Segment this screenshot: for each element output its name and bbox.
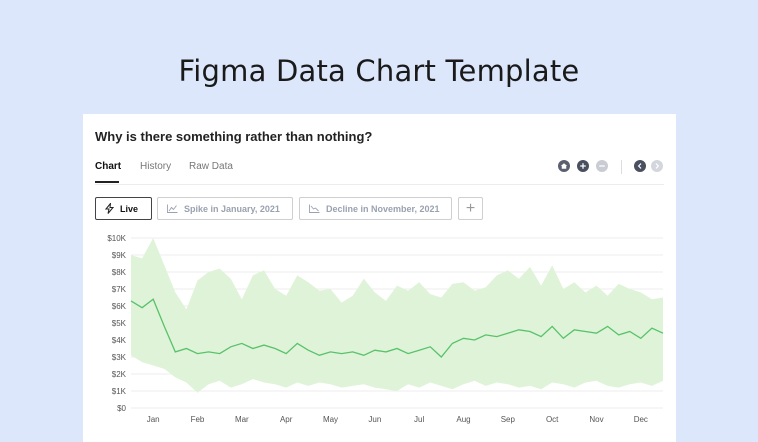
- tab-history[interactable]: History: [140, 161, 172, 172]
- x-tick-label: Apr: [280, 415, 293, 424]
- decline-chart-icon: [309, 204, 320, 213]
- tab-divider: [95, 184, 664, 185]
- chevron-right-icon[interactable]: [651, 160, 663, 172]
- y-tick-label: $6K: [112, 302, 127, 311]
- line-chart-icon: [167, 204, 178, 213]
- decline-filter-button[interactable]: Decline in November, 2021: [299, 197, 452, 220]
- chart-card: Why is there something rather than nothi…: [83, 114, 676, 442]
- x-tick-label: Jun: [368, 415, 381, 424]
- active-tab-indicator: [95, 181, 119, 183]
- chevron-left-icon[interactable]: [634, 160, 646, 172]
- x-tick-label: Jul: [414, 415, 424, 424]
- y-tick-label: $10K: [107, 234, 126, 243]
- home-icon[interactable]: [558, 160, 570, 172]
- x-tick-label: May: [323, 415, 338, 424]
- x-tick-label: Aug: [456, 415, 470, 424]
- confidence-band-area: [131, 238, 663, 393]
- y-tick-label: $1K: [112, 387, 127, 396]
- x-tick-label: Nov: [589, 415, 603, 424]
- area-chart: $10K $9K $8K $7K $6K $5K $4K $3K $2K $1K $0 Jan Feb M…: [107, 234, 664, 424]
- plus-icon: +: [465, 199, 476, 217]
- y-tick-label: $4K: [112, 336, 127, 345]
- decline-filter-label: Decline in November, 2021: [326, 203, 440, 214]
- x-tick-label: Feb: [191, 415, 205, 424]
- y-tick-label: $2K: [112, 370, 127, 379]
- toolbar-separator: [621, 160, 622, 174]
- spike-filter-button[interactable]: Spike in January, 2021: [157, 197, 293, 220]
- y-tick-label: $5K: [112, 319, 127, 328]
- x-tick-label: Dec: [634, 415, 648, 424]
- y-tick-label: $7K: [112, 285, 127, 294]
- x-tick-label: Oct: [546, 415, 559, 424]
- x-tick-label: Jan: [147, 415, 160, 424]
- y-tick-label: $8K: [112, 268, 127, 277]
- zoom-out-icon[interactable]: [596, 160, 608, 172]
- live-button[interactable]: Live: [95, 197, 152, 220]
- tab-chart[interactable]: Chart: [95, 161, 122, 172]
- y-tick-label: $3K: [112, 353, 127, 362]
- chart-question-title: Why is there something rather than nothi…: [95, 129, 373, 144]
- spike-filter-label: Spike in January, 2021: [184, 203, 280, 214]
- add-filter-button[interactable]: +: [458, 197, 483, 220]
- x-tick-label: Sep: [501, 415, 516, 424]
- tab-raw-data[interactable]: Raw Data: [189, 161, 233, 172]
- y-tick-label: $0: [117, 404, 126, 413]
- x-tick-label: Mar: [235, 415, 249, 424]
- page-title: Figma Data Chart Template: [178, 54, 580, 88]
- data-series-line: [130, 298, 664, 358]
- y-tick-label: $9K: [112, 251, 127, 260]
- live-label: Live: [120, 203, 139, 214]
- lightning-icon: [105, 203, 114, 214]
- zoom-in-icon[interactable]: [577, 160, 589, 172]
